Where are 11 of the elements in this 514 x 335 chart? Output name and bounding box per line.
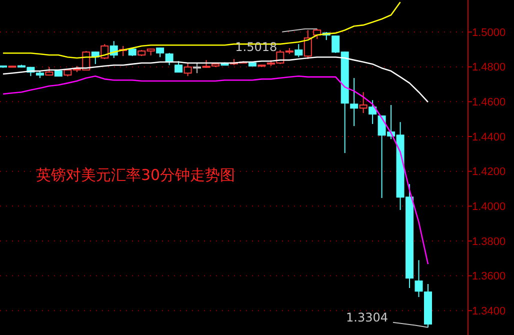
y-tick-label: 1.4600 xyxy=(472,96,506,109)
y-tick-label: 1.4800 xyxy=(472,62,506,74)
y-tick-label: 1.3600 xyxy=(472,270,506,283)
annotation: 1.3304 xyxy=(346,310,388,324)
y-tick-label: 1.4200 xyxy=(472,166,506,178)
y-tick-label: 1.3400 xyxy=(472,305,506,318)
y-tick-label: 1.5000 xyxy=(472,26,506,39)
text: 英镑对美元汇率30分钟走势图 xyxy=(36,166,236,184)
y-tick-label: 1.4400 xyxy=(472,131,506,144)
y-tick-label: 1.3800 xyxy=(472,236,506,248)
y-tick-label: 1.4000 xyxy=(472,201,506,214)
